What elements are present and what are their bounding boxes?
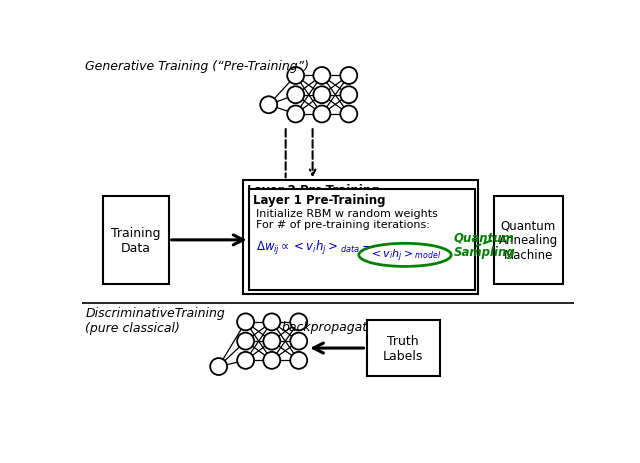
Circle shape <box>340 87 357 104</box>
Circle shape <box>340 106 357 123</box>
Circle shape <box>314 68 330 85</box>
Circle shape <box>210 358 227 375</box>
Circle shape <box>314 106 330 123</box>
Text: Initialize RBM w random weights: Initialize RBM w random weights <box>255 208 438 219</box>
Circle shape <box>263 333 280 350</box>
Circle shape <box>237 333 254 350</box>
Text: For # of pre-training iterations:: For # of pre-training iterations: <box>255 219 429 229</box>
Text: Quantum
Sampling: Quantum Sampling <box>453 231 515 259</box>
FancyBboxPatch shape <box>103 196 168 285</box>
Circle shape <box>291 352 307 369</box>
Text: Quantum
Annealing
Machine: Quantum Annealing Machine <box>499 219 558 262</box>
Circle shape <box>314 87 330 104</box>
Text: Layer 1 Pre-Training: Layer 1 Pre-Training <box>253 193 386 206</box>
FancyBboxPatch shape <box>367 321 440 376</box>
FancyBboxPatch shape <box>250 190 475 290</box>
Text: $\Delta w_{ij} \propto < v_i h_j >_{data} -$: $\Delta w_{ij} \propto < v_i h_j >_{data… <box>255 238 372 257</box>
Circle shape <box>291 314 307 331</box>
Text: $< v_i h_j >_{model}$: $< v_i h_j >_{model}$ <box>369 247 441 263</box>
Circle shape <box>287 68 304 85</box>
Circle shape <box>263 352 280 369</box>
Circle shape <box>340 68 357 85</box>
Text: backpropagation: backpropagation <box>282 321 387 334</box>
Circle shape <box>291 333 307 350</box>
Text: Layer 2 Pre-Training: Layer 2 Pre-Training <box>247 184 380 197</box>
Text: Generative Training (“Pre-Training”): Generative Training (“Pre-Training”) <box>86 59 310 72</box>
Circle shape <box>260 97 277 114</box>
Text: Truth
Labels: Truth Labels <box>383 334 423 362</box>
Text: DiscriminativeTraining
(pure classical): DiscriminativeTraining (pure classical) <box>86 307 225 335</box>
Ellipse shape <box>359 244 451 267</box>
FancyBboxPatch shape <box>243 181 478 294</box>
FancyBboxPatch shape <box>493 196 563 285</box>
Circle shape <box>237 314 254 331</box>
Circle shape <box>287 106 304 123</box>
Text: Training
Data: Training Data <box>111 226 161 254</box>
Circle shape <box>263 314 280 331</box>
Circle shape <box>237 352 254 369</box>
Circle shape <box>287 87 304 104</box>
